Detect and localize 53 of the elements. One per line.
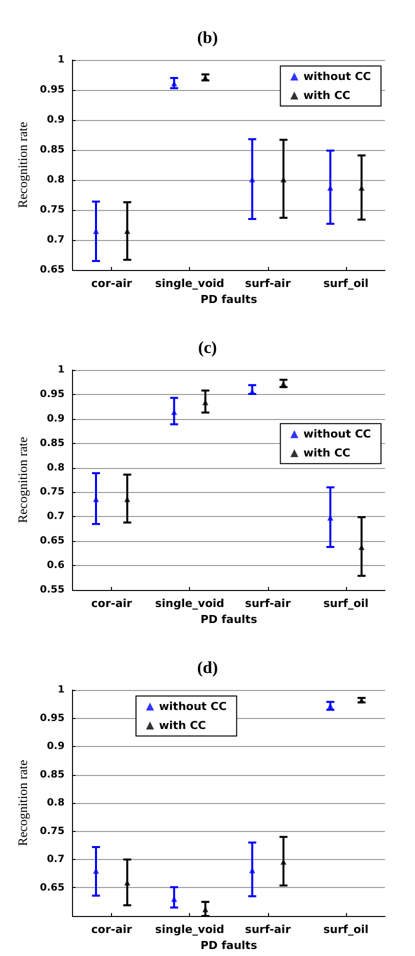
y-tick-label: 1 bbox=[58, 54, 65, 66]
x-axis-title: PD faults bbox=[200, 293, 258, 306]
y-axis-title: Recognition rate bbox=[15, 122, 30, 208]
legend-label: with CC bbox=[159, 719, 206, 732]
legend-label: without CC bbox=[159, 700, 227, 713]
y-tick-label: 0.9 bbox=[46, 741, 65, 752]
y-tick-label: 0.7 bbox=[46, 234, 65, 246]
y-tick-label: 0.65 bbox=[40, 882, 65, 894]
chart-title: (d) bbox=[197, 658, 218, 677]
x-tick-label: surf_oil bbox=[323, 923, 369, 936]
x-tick-label: surf-air bbox=[245, 597, 292, 610]
legend-label: with CC bbox=[303, 446, 350, 460]
x-axis-title: PD faults bbox=[200, 613, 258, 626]
y-tick-label: 0.95 bbox=[40, 84, 65, 96]
x-tick-label: single_void bbox=[155, 597, 224, 610]
legend-label: without CC bbox=[303, 428, 372, 441]
y-tick-label: 0.85 bbox=[40, 769, 65, 780]
chart-title: (b) bbox=[197, 28, 218, 47]
x-axis-title: PD faults bbox=[200, 939, 258, 952]
x-tick-label: single_void bbox=[155, 923, 224, 936]
y-tick-label: 0.65 bbox=[40, 536, 65, 547]
chart-title: (c) bbox=[198, 338, 217, 357]
x-tick-label: surf_oil bbox=[323, 597, 369, 610]
x-tick-label: surf_oil bbox=[323, 277, 369, 290]
y-tick-label: 0.6 bbox=[46, 560, 65, 572]
legend-label: with CC bbox=[303, 89, 350, 102]
x-tick-label: cor-air bbox=[91, 923, 133, 936]
legend-label: without CC bbox=[303, 70, 372, 83]
y-tick-label: 0.85 bbox=[40, 144, 65, 156]
y-tick-label: 0.7 bbox=[46, 854, 65, 865]
y-tick-label: 0.7 bbox=[46, 511, 65, 522]
y-tick-label: 0.9 bbox=[46, 413, 65, 424]
x-tick-label: single_void bbox=[155, 277, 224, 290]
x-tick-label: cor-air bbox=[91, 597, 133, 610]
y-tick-label: 0.75 bbox=[40, 204, 65, 216]
y-tick-label: 0.95 bbox=[40, 712, 65, 724]
y-tick-label: 0.75 bbox=[40, 826, 65, 837]
y-tick-label: 1 bbox=[58, 684, 65, 696]
x-tick-label: surf-air bbox=[245, 923, 292, 936]
y-tick-label: 0.55 bbox=[40, 584, 65, 596]
y-tick-label: 0.65 bbox=[40, 264, 65, 276]
x-tick-label: cor-air bbox=[91, 277, 133, 290]
y-axis-title: Recognition rate bbox=[15, 760, 30, 846]
y-tick-label: 0.75 bbox=[40, 486, 65, 498]
y-tick-label: 0.8 bbox=[46, 462, 65, 474]
y-tick-label: 0.95 bbox=[40, 388, 65, 400]
x-tick-label: surf-air bbox=[245, 277, 292, 290]
y-tick-label: 1 bbox=[58, 364, 65, 376]
y-tick-label: 0.9 bbox=[46, 114, 65, 126]
y-tick-label: 0.8 bbox=[46, 798, 65, 808]
y-tick-label: 0.8 bbox=[46, 174, 65, 186]
y-axis-title: Recognition rate bbox=[15, 436, 30, 524]
y-tick-label: 0.85 bbox=[40, 438, 65, 449]
